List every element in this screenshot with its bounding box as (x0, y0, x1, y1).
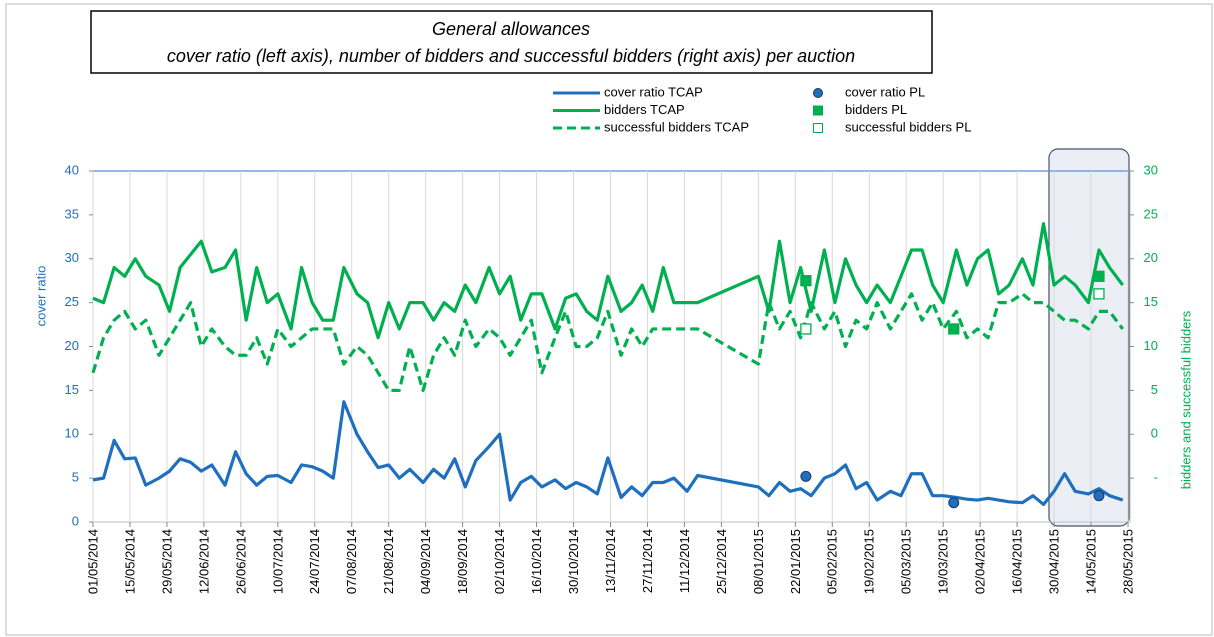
legend-swatch (813, 123, 823, 133)
y2-tick-label: 20 (1144, 250, 1158, 265)
x-tick-label: 19/02/2015 (862, 529, 877, 594)
y-tick-label: 40 (65, 162, 79, 177)
x-tick-label: 21/08/2014 (381, 529, 396, 594)
point (800, 275, 812, 287)
y2-tick-label: 25 (1144, 206, 1158, 221)
x-tick-label: 01/05/2014 (85, 529, 100, 594)
x-tick-label: 25/12/2014 (714, 529, 729, 594)
y-tick-label: 25 (65, 294, 79, 309)
legend-label: cover ratio PL (845, 84, 925, 99)
y2-tick-label: - (1154, 470, 1158, 485)
legend-label: cover ratio TCAP (604, 84, 703, 99)
legend-swatch (813, 88, 823, 98)
x-tick-label: 02/04/2015 (973, 529, 988, 594)
x-tick-label: 29/05/2014 (159, 529, 174, 594)
x-tick-label: 07/08/2014 (344, 529, 359, 594)
y-tick-label: 15 (65, 382, 79, 397)
x-tick-label: 15/05/2014 (122, 529, 137, 594)
y-axis-label: cover ratio (33, 266, 48, 327)
point (1093, 270, 1105, 282)
x-tick-label: 11/12/2014 (677, 529, 692, 593)
legend-label: bidders TCAP (604, 102, 685, 117)
x-tick-label: 14/05/2015 (1083, 529, 1098, 594)
x-tick-label: 05/02/2015 (825, 529, 840, 594)
x-tick-label: 24/07/2014 (307, 529, 322, 594)
x-tick-label: 08/01/2015 (751, 529, 766, 594)
point (948, 323, 960, 335)
y2-tick-label: 15 (1144, 294, 1158, 309)
y-tick-label: 5 (72, 470, 79, 485)
x-tick-label: 26/06/2014 (233, 529, 248, 594)
x-tick-label: 16/04/2015 (1010, 529, 1025, 594)
y2-axis-label: bidders and successful bidders (1178, 310, 1193, 489)
point (948, 497, 960, 509)
x-tick-label: 30/10/2014 (566, 529, 581, 594)
x-tick-label: 05/03/2015 (899, 529, 914, 594)
chart-subtitle: cover ratio (left axis), number of bidde… (167, 46, 855, 66)
x-tick-label: 19/03/2015 (936, 529, 951, 594)
point (1093, 490, 1105, 502)
x-tick-label: 02/10/2014 (492, 529, 507, 594)
point (1093, 288, 1105, 300)
x-tick-label: 16/10/2014 (529, 529, 544, 594)
point (800, 470, 812, 482)
line (92, 400, 1124, 507)
legend-label: successful bidders TCAP (604, 119, 749, 134)
chart-title: General allowances (432, 19, 590, 39)
x-tick-label: 13/11/2014 (603, 529, 618, 593)
title-box (90, 10, 933, 74)
line (92, 222, 1124, 340)
x-tick-label: 27/11/2014 (640, 529, 655, 593)
legend-swatch (813, 105, 823, 116)
y-tick-label: 30 (65, 250, 79, 265)
y-tick-label: 0 (72, 513, 79, 528)
frame (5, 3, 1213, 636)
legend-label: bidders PL (845, 102, 907, 117)
y2-tick-label: 30 (1144, 162, 1158, 177)
y2-tick-label: 10 (1144, 338, 1158, 353)
y2-tick-label: 5 (1151, 382, 1158, 397)
x-tick-label: 22/01/2015 (788, 529, 803, 594)
highlight-box (1048, 148, 1130, 527)
y-tick-label: 20 (65, 338, 79, 353)
x-tick-label: 12/06/2014 (196, 529, 211, 594)
x-tick-label: 30/04/2015 (1047, 529, 1062, 594)
y2-tick-label: 0 (1151, 426, 1158, 441)
x-tick-label: 04/09/2014 (418, 529, 433, 594)
point (800, 323, 812, 335)
x-tick-label: 10/07/2014 (270, 529, 285, 594)
y-tick-label: 35 (65, 206, 79, 221)
x-tick-label: 18/09/2014 (455, 529, 470, 594)
x-tick-label: 28/05/2015 (1120, 529, 1135, 594)
legend-label: successful bidders PL (845, 119, 971, 134)
y-tick-label: 10 (65, 426, 79, 441)
